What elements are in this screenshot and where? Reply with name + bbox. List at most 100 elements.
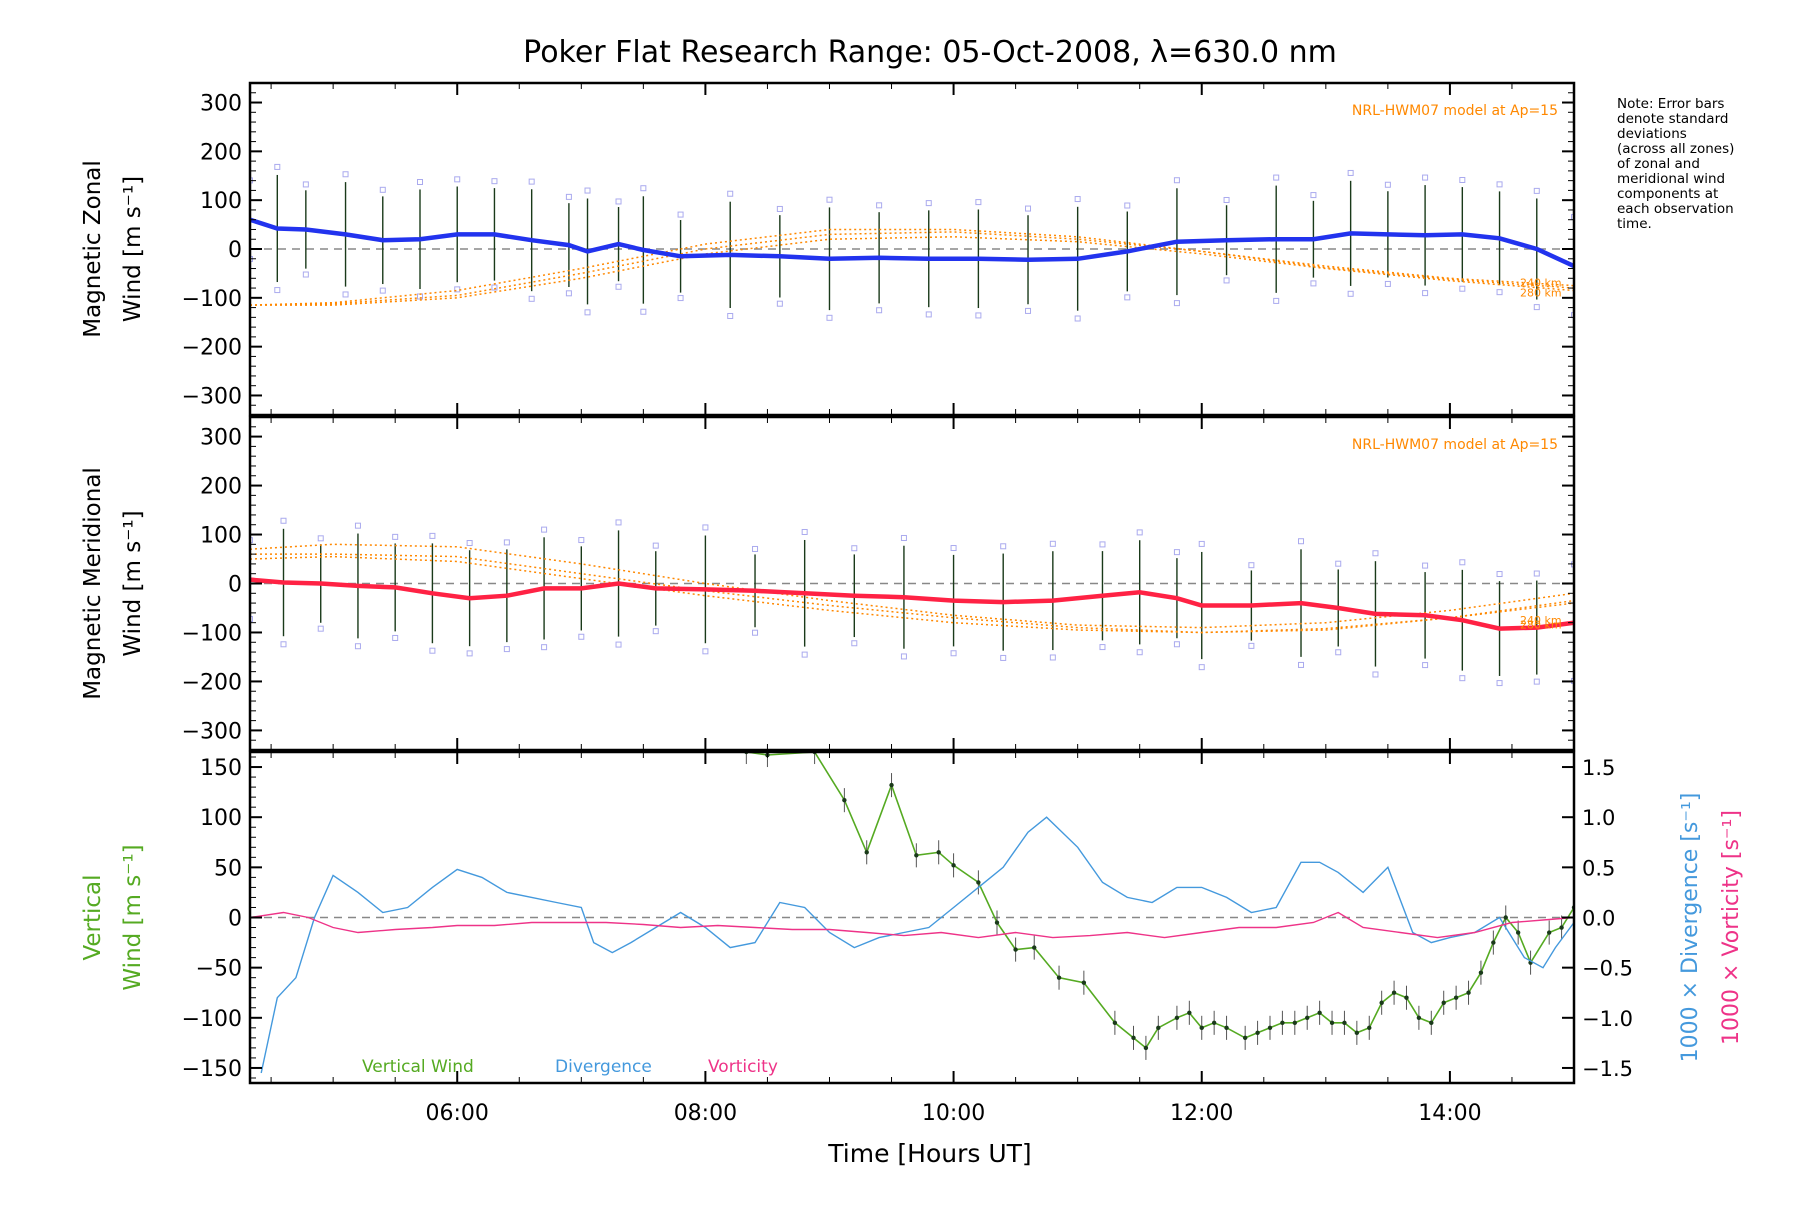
zone-wind-marker	[528, 295, 535, 302]
zone-wind-marker	[1571, 214, 1574, 221]
zone-wind-marker	[491, 284, 498, 291]
zone-wind-marker	[876, 307, 883, 314]
zone-wind-marker	[528, 178, 535, 185]
zone-wind-marker	[826, 314, 833, 321]
zone-wind-marker	[584, 187, 591, 194]
y-tick-label: 200	[200, 475, 242, 500]
vertical-wind-point	[1404, 995, 1409, 1000]
zone-wind-marker	[274, 163, 281, 170]
y-tick-label: 300	[200, 92, 242, 117]
vertical-wind-point	[1342, 1020, 1347, 1026]
right-y-tick-label: 0.5	[1582, 856, 1615, 880]
zone-wind-marker	[1000, 654, 1007, 661]
vertical-wind-point	[994, 920, 1000, 925]
zone-wind-marker	[640, 185, 647, 192]
vertical-wind-point	[1174, 1015, 1180, 1021]
model-label: NRL-HWM07 model at Ap=15	[1352, 103, 1558, 119]
y-tick-label: 50	[214, 856, 242, 881]
zone-wind-marker	[274, 287, 281, 294]
legend-vorticity: Vorticity	[708, 1057, 778, 1077]
zone-wind-marker	[1384, 280, 1391, 287]
zone-wind-marker	[578, 537, 585, 544]
y-tick-label: −200	[182, 670, 242, 695]
vertical-wind-point	[1379, 1000, 1384, 1005]
zone-wind-marker	[250, 537, 253, 544]
vertical-wind-point	[1453, 995, 1459, 1000]
zone-wind-marker	[702, 648, 709, 655]
model-curve	[250, 553, 1574, 634]
y-tick-label: 200	[200, 140, 242, 165]
x-tick-label: 10:00	[922, 1101, 985, 1126]
zone-wind-marker	[1223, 196, 1230, 203]
zone-wind-marker	[1533, 570, 1540, 577]
zone-wind-marker	[801, 528, 808, 535]
zone-wind-marker	[1459, 675, 1466, 682]
vertical-wind-point	[1211, 1020, 1217, 1026]
vertical-wind-point	[1224, 1025, 1229, 1031]
vertical-wind-point	[1441, 1000, 1446, 1005]
zone-wind-marker	[652, 542, 659, 549]
zone-wind-marker	[1459, 285, 1466, 292]
x-tick-label: 12:00	[1170, 1101, 1233, 1126]
zone-wind-marker	[950, 545, 957, 552]
zone-wind-marker	[565, 290, 572, 297]
y-tick-label: −100	[182, 621, 242, 646]
x-axis-label: Time [Hours UT]	[827, 1139, 1031, 1168]
zone-wind-marker	[1173, 549, 1180, 556]
zone-wind-marker	[1173, 177, 1180, 184]
zone-wind-marker	[1198, 664, 1205, 671]
vertical-wind-point	[1317, 1010, 1322, 1015]
zone-wind-marker	[342, 171, 349, 178]
zone-wind-marker	[900, 653, 907, 660]
vertical-wind-point	[1354, 1030, 1360, 1036]
zone-wind-marker	[1248, 642, 1255, 649]
zone-wind-marker	[1533, 187, 1540, 194]
y-tick-label: −200	[182, 336, 242, 361]
vertical-wind-point	[864, 850, 869, 855]
vertical-wind-point	[1280, 1020, 1285, 1026]
zone-wind-marker	[826, 196, 833, 203]
y-tick-label: 300	[200, 426, 242, 451]
y-tick-label: 150	[200, 756, 242, 781]
vertical-wind-point	[1329, 1020, 1335, 1026]
y-tick-label: −50	[196, 957, 242, 982]
zone-wind-marker	[491, 178, 498, 185]
model-altitude-label: 280 km	[1520, 618, 1562, 631]
y-tick-label: 100	[200, 189, 242, 214]
vertical-wind-point	[1255, 1030, 1260, 1036]
zone-wind-marker	[584, 309, 591, 316]
y-axis-label-line1: Vertical	[80, 874, 106, 960]
right-y-tick-label: −1.5	[1582, 1057, 1633, 1081]
right-y-tick-label: 0.0	[1582, 907, 1615, 931]
y-tick-label: 0	[228, 907, 242, 932]
panel-vertical: Vertical Wind Divergence Vorticity −1.5 −1.0…	[80, 750, 1744, 1085]
zone-wind-marker	[801, 651, 808, 658]
zone-wind-marker	[615, 519, 622, 526]
vertical-wind-point	[1267, 1025, 1273, 1031]
y-axis-label-line1: Magnetic Zonal	[80, 160, 106, 338]
vertical-wind-point	[1466, 990, 1471, 995]
zone-wind-marker	[851, 545, 858, 552]
zone-wind-marker	[1347, 290, 1354, 297]
y-axis-label-line2: Wind [m s⁻¹]	[120, 510, 146, 656]
zone-wind-marker	[975, 199, 982, 206]
zone-wind-marker	[1049, 540, 1056, 547]
zone-wind-marker	[975, 312, 982, 319]
zone-wind-marker	[1310, 192, 1317, 199]
zone-wind-marker	[1298, 538, 1305, 545]
zone-wind-marker	[454, 176, 461, 183]
zone-wind-marker	[1173, 641, 1180, 648]
zone-wind-marker	[1124, 202, 1131, 209]
y-axis-label-line1: Magnetic Meridional	[80, 467, 106, 700]
vertical-wind-point	[1032, 945, 1037, 950]
zone-wind-marker	[1273, 297, 1280, 304]
vertical-wind-point	[936, 850, 941, 855]
zone-wind-marker	[1310, 280, 1317, 287]
zone-wind-marker	[1136, 529, 1143, 536]
zone-wind-marker	[466, 540, 473, 547]
zone-wind-marker	[565, 193, 572, 200]
zone-wind-marker	[1099, 644, 1106, 651]
zone-wind-marker	[392, 533, 399, 540]
zone-wind-marker	[727, 190, 734, 197]
